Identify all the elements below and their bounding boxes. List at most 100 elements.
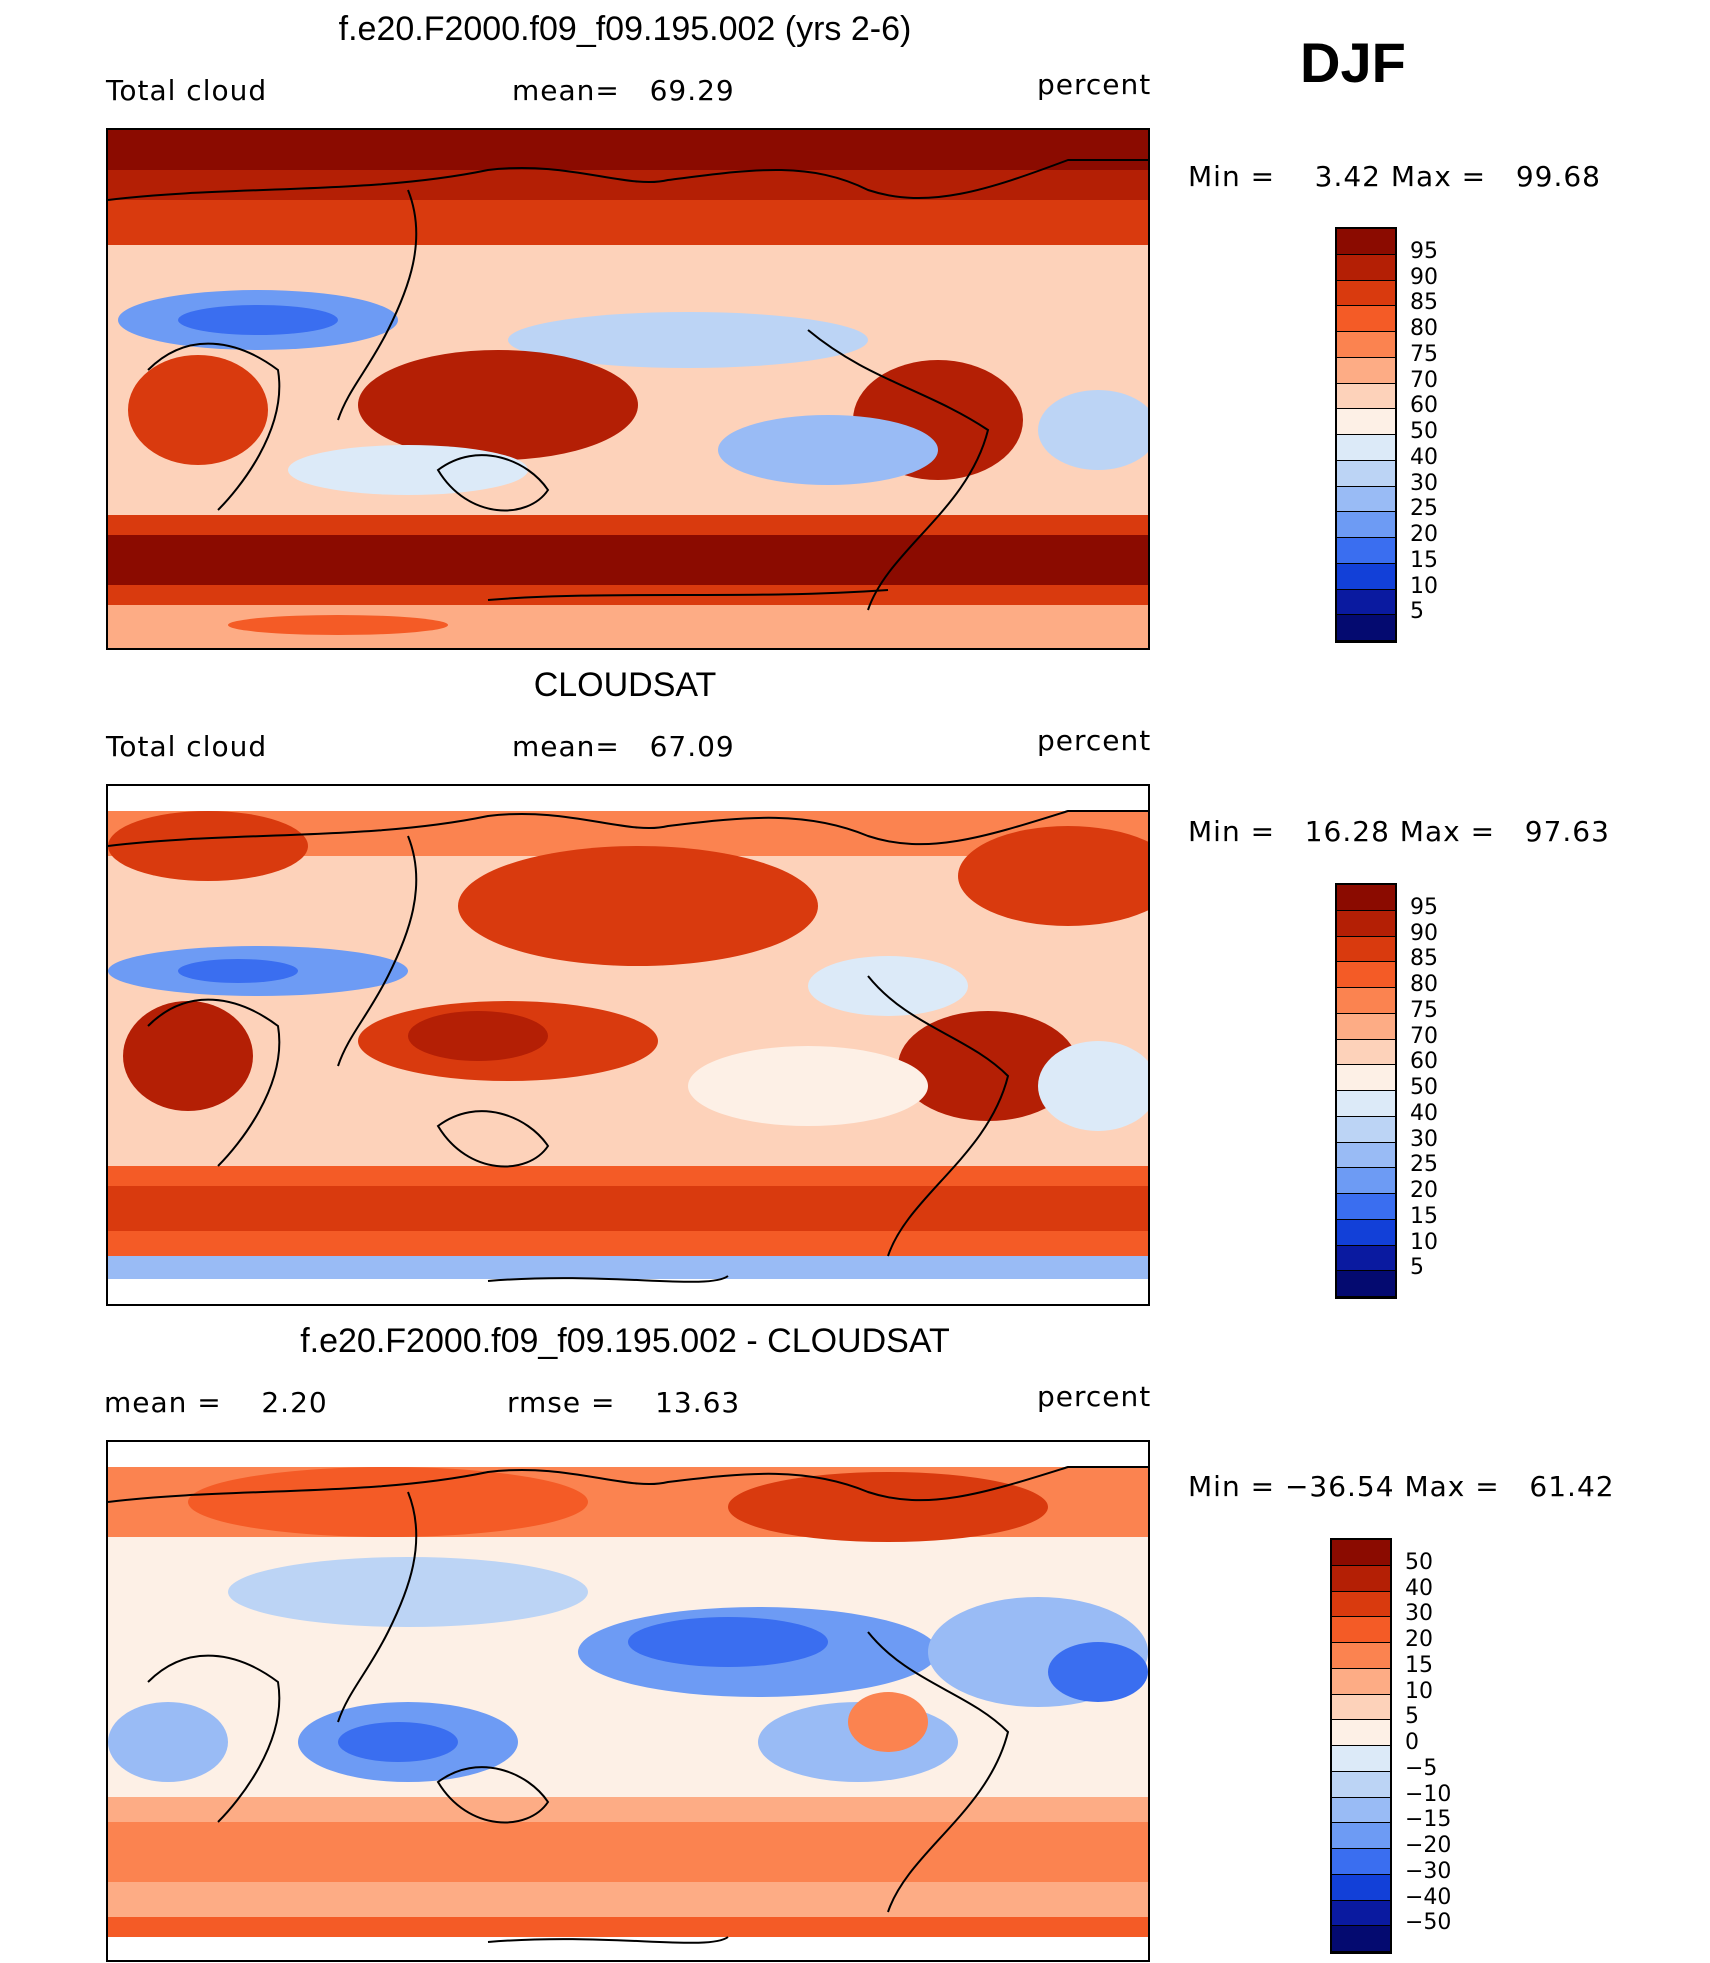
colorbar-tick-label: 10: [1410, 1229, 1438, 1255]
colorbar-tick-label: 40: [1410, 1100, 1438, 1126]
colorbar-tick-label: −30: [1405, 1858, 1452, 1884]
colorbar-segment: [1337, 538, 1395, 564]
colorbar-tick-label: −15: [1405, 1807, 1452, 1833]
season-label: DJF: [1300, 31, 1406, 94]
colorbar-segment: [1337, 988, 1395, 1014]
panel-3-colorbar: [1330, 1538, 1392, 1954]
panel-2-minmax: Min = 16.28 Max = 97.63: [1188, 815, 1610, 848]
panel-1-units-label: percent: [1037, 68, 1152, 101]
colorbar-segment: [1337, 1219, 1395, 1246]
colorbar-tick-label: 85: [1410, 290, 1438, 316]
colorbar-tick-label: 20: [1405, 1627, 1433, 1652]
colorbar-segment: [1337, 357, 1395, 384]
colorbar-tick-label: 15: [1405, 1652, 1433, 1678]
colorbar-segment: [1337, 460, 1395, 487]
colorbar-segment: [1337, 409, 1395, 435]
colorbar-tick-label: 30: [1405, 1601, 1433, 1627]
colorbar-segment: [1332, 1874, 1390, 1901]
colorbar-segment: [1337, 589, 1395, 616]
colorbar-segment: [1332, 1720, 1390, 1746]
colorbar-segment: [1337, 910, 1395, 937]
colorbar-segment: [1337, 936, 1395, 963]
panel-2-units-label: percent: [1037, 724, 1152, 757]
colorbar-tick-label: 25: [1410, 1152, 1438, 1178]
colorbar-segment: [1337, 435, 1395, 461]
colorbar-tick-label: 85: [1410, 946, 1438, 972]
colorbar-tick-label: 30: [1410, 1126, 1438, 1152]
colorbar-segment: [1332, 1849, 1390, 1875]
colorbar-segment: [1337, 563, 1395, 590]
colorbar-tick-label: 5: [1410, 1255, 1424, 1281]
colorbar-segment: [1337, 383, 1395, 410]
colorbar-segment: [1337, 1065, 1395, 1091]
panel-3-units-label: percent: [1037, 1380, 1152, 1413]
panel-1-mean-label: mean= 69.29: [512, 74, 735, 107]
colorbar-tick-label: 50: [1405, 1549, 1433, 1575]
panel-3-map: [106, 1440, 1150, 1962]
colorbar-segment: [1337, 280, 1395, 307]
colorbar-tick-label: −50: [1405, 1910, 1452, 1936]
colorbar-tick-label: 15: [1410, 547, 1438, 573]
colorbar-segment: [1332, 1694, 1390, 1721]
colorbar-segment: [1337, 1091, 1395, 1117]
colorbar-tick-label: 25: [1410, 496, 1438, 522]
colorbar-segment: [1337, 1194, 1395, 1220]
colorbar-segment: [1337, 1116, 1395, 1143]
colorbar-tick-label: 90: [1410, 264, 1438, 290]
colorbar-segment: [1337, 1039, 1395, 1066]
colorbar-tick-label: −10: [1405, 1781, 1452, 1807]
panel-1-field: [108, 130, 1148, 648]
panel-2-variable-label: Total cloud: [106, 730, 268, 763]
colorbar-segment: [1337, 332, 1395, 358]
colorbar-segment: [1337, 1245, 1395, 1272]
panel-1-map: [106, 128, 1150, 650]
colorbar-tick-label: 20: [1410, 522, 1438, 547]
colorbar-tick-label: 75: [1410, 341, 1438, 367]
colorbar-segment: [1337, 1271, 1395, 1297]
colorbar-tick-label: 80: [1410, 972, 1438, 997]
colorbar-tick-label: 50: [1410, 1075, 1438, 1100]
panel-3-rmse-label: rmse = 13.63: [507, 1386, 741, 1419]
colorbar-tick-label: 50: [1410, 419, 1438, 444]
colorbar-segment: [1332, 1823, 1390, 1849]
colorbar-segment: [1337, 962, 1395, 988]
colorbar-tick-label: 95: [1410, 238, 1438, 264]
colorbar-segment: [1332, 1565, 1390, 1592]
colorbar-segment: [1337, 512, 1395, 538]
colorbar-segment: [1337, 1013, 1395, 1040]
colorbar-segment: [1337, 254, 1395, 281]
panel-1-title: f.e20.F2000.f09_f09.195.002 (yrs 2-6): [338, 10, 912, 48]
colorbar-tick-label: 5: [1410, 599, 1424, 625]
colorbar-segment: [1332, 1797, 1390, 1824]
colorbar-tick-label: 90: [1410, 920, 1438, 946]
colorbar-segment: [1337, 615, 1395, 641]
panel-2-mean-label: mean= 67.09: [512, 730, 735, 763]
colorbar-tick-label: −40: [1405, 1884, 1452, 1910]
panel-2-colorbar: [1335, 883, 1397, 1299]
colorbar-tick-label: 10: [1410, 573, 1438, 599]
colorbar-segment: [1337, 229, 1395, 255]
colorbar-tick-label: 20: [1410, 1178, 1438, 1203]
colorbar-segment: [1332, 1668, 1390, 1695]
colorbar-segment: [1337, 486, 1395, 513]
panel-2-map: [106, 784, 1150, 1306]
colorbar-tick-label: 15: [1410, 1203, 1438, 1229]
colorbar-tick-label: 60: [1410, 393, 1438, 419]
panel-1-minmax: Min = 3.42 Max = 99.68: [1188, 160, 1601, 193]
colorbar-segment: [1332, 1926, 1390, 1952]
colorbar-tick-label: 5: [1405, 1704, 1419, 1730]
colorbar-tick-label: 40: [1410, 444, 1438, 470]
colorbar-segment: [1337, 1168, 1395, 1194]
panel-2-title: CLOUDSAT: [533, 666, 717, 704]
colorbar-segment: [1332, 1643, 1390, 1669]
colorbar-segment: [1332, 1771, 1390, 1798]
panel-3-field: [108, 1466, 1148, 1944]
colorbar-tick-label: 10: [1405, 1678, 1433, 1704]
colorbar-segment: [1337, 306, 1395, 332]
colorbar-tick-label: 80: [1410, 316, 1438, 341]
panel-1-colorbar: [1335, 227, 1397, 643]
colorbar-tick-label: 75: [1410, 997, 1438, 1023]
colorbar-segment: [1332, 1540, 1390, 1566]
colorbar-segment: [1337, 1142, 1395, 1169]
panel-2-field: [108, 810, 1148, 1283]
